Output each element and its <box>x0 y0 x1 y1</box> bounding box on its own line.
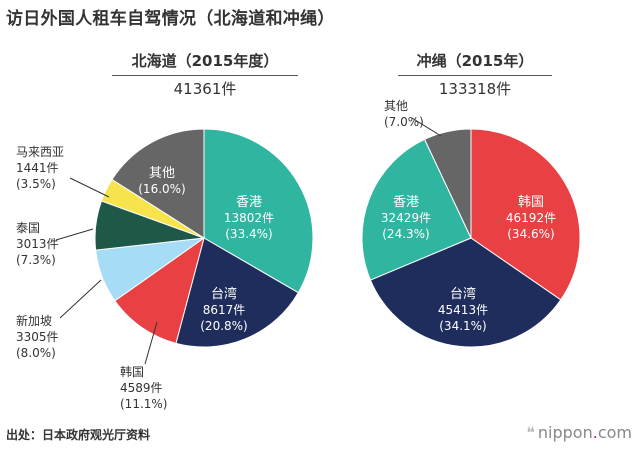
hokkaido-slice-5-label-count: 1441件 <box>16 161 59 175</box>
hokkaido-slice-0-label-pct: (33.4%) <box>225 227 272 241</box>
hokkaido-slice-2 <box>114 236 205 344</box>
hokkaido-slice-1-label-pct: (20.8%) <box>200 319 247 333</box>
okinawa-slice-0-label-count: 46192件 <box>506 211 556 225</box>
hokkaido-slice-0 <box>203 128 314 294</box>
hokkaido-slice-2-label-name: 韩国 <box>120 364 144 379</box>
okinawa-slice-2-label-count: 32429件 <box>381 211 431 225</box>
hokkaido-slice-4-label-count: 3013件 <box>16 237 59 251</box>
hokkaido-chart-title: 北海道（2015年度） <box>131 52 279 70</box>
okinawa-slice-1 <box>369 237 562 348</box>
okinawa-chart-total: 133318件 <box>438 80 512 98</box>
okinawa-slice-2-label-name: 香港 <box>393 195 419 210</box>
hokkaido-slice-1-label-name: 台湾 <box>211 286 237 302</box>
quote-mark-icon: ❝ <box>526 423 535 442</box>
hokkaido-slice-2-label-pct: (11.1%) <box>120 397 167 411</box>
hokkaido-title-divider <box>112 75 298 76</box>
hokkaido-slice-4-leader <box>55 228 94 241</box>
hokkaido-slice-6-label-pct: (16.0%) <box>138 182 185 196</box>
okinawa-slice-1-label-pct: (34.1%) <box>439 319 486 333</box>
okinawa-slice-1-label-count: 45413件 <box>438 303 488 317</box>
hokkaido-slice-2-label-count: 4589件 <box>120 381 163 395</box>
okinawa-slice-2-label-pct: (24.3%) <box>382 227 429 241</box>
hokkaido-slice-6-label-name: 其他 <box>149 166 175 181</box>
okinawa-slice-3-label-name: 其他 <box>384 99 408 113</box>
hokkaido-slice-3-label-count: 3305件 <box>16 330 59 344</box>
okinawa-slice-2 <box>361 138 472 281</box>
page-title: 访日外国人租车自驾情况（北海道和冲绳） <box>6 9 335 29</box>
hokkaido-slice-2-leader <box>144 321 158 365</box>
hokkaido-slice-5-leader <box>69 177 110 198</box>
hokkaido-slice-3-leader <box>59 279 102 319</box>
okinawa-slice-3-leader <box>411 117 442 137</box>
hokkaido-slice-1 <box>175 237 299 348</box>
hokkaido-slice-4-label-name: 泰国 <box>16 221 40 235</box>
hokkaido-slice-4-label-pct: (7.3%) <box>16 253 56 267</box>
okinawa-slice-0 <box>470 128 581 301</box>
hokkaido-slice-1-label-count: 8617件 <box>203 303 246 317</box>
source-note: 出处：日本政府观光厅资料 <box>6 428 151 442</box>
okinawa-title-divider <box>398 75 552 76</box>
hokkaido-slice-5-label-name: 马来西亚 <box>16 145 64 159</box>
okinawa-slice-0-label-pct: (34.6%) <box>507 227 554 241</box>
okinawa-slice-3-label-pct: (7.0%) <box>384 115 424 129</box>
pie-charts: 香港13802件(33.4%)台湾8617件(20.8%)韩国4589件(11.… <box>16 99 581 411</box>
hokkaido-slice-0-label-name: 香港 <box>236 195 262 210</box>
hokkaido-chart-total: 41361件 <box>173 80 237 98</box>
nippon-logo: ❝ nippon.com <box>526 423 632 442</box>
okinawa-slice-1-label-name: 台湾 <box>450 286 476 302</box>
hokkaido-slice-3-label-pct: (8.0%) <box>16 346 56 360</box>
hokkaido-slice-5-label-pct: (3.5%) <box>16 177 56 191</box>
hokkaido-slice-0-label-count: 13802件 <box>224 211 274 225</box>
okinawa-slice-3 <box>423 128 472 239</box>
hokkaido-slice-6 <box>111 128 205 239</box>
okinawa-slice-0-label-name: 韩国 <box>518 195 544 210</box>
hokkaido-slice-3-label-name: 新加坡 <box>16 313 52 328</box>
okinawa-chart-title: 冲绳（2015年） <box>416 52 534 70</box>
